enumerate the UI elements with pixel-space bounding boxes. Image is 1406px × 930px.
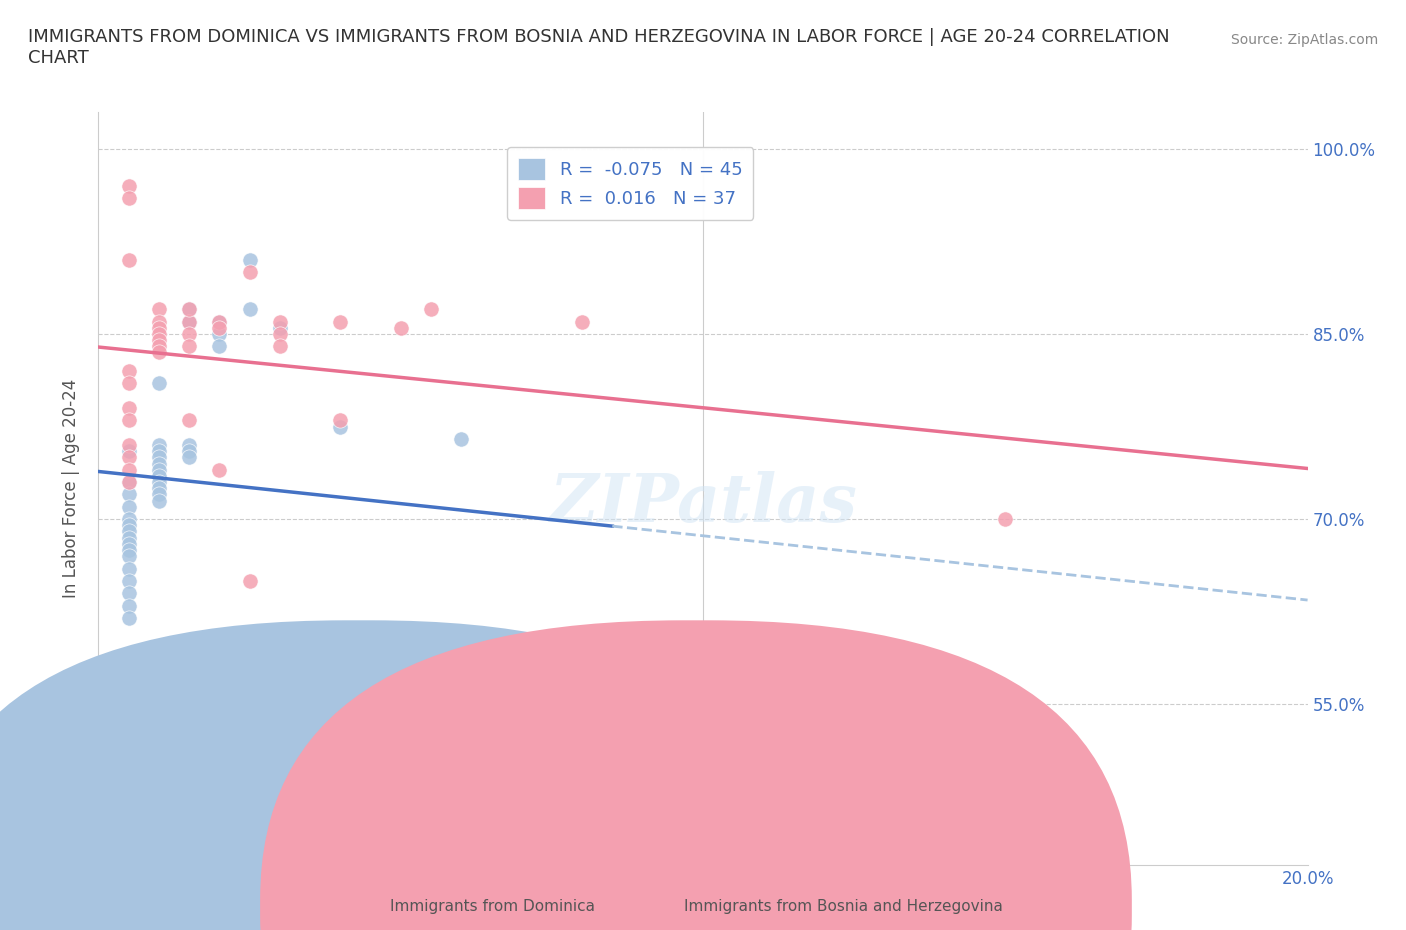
Point [239,265,262,280]
Point [179,326,201,341]
Point [208,462,231,477]
Point [148,333,170,348]
Point [179,444,201,458]
Point [118,610,141,625]
Point [148,314,170,329]
Point [118,376,141,391]
Point [118,549,141,564]
Point [118,401,141,416]
Point [118,474,141,489]
Point [118,542,141,557]
Y-axis label: In Labor Force | Age 20-24: In Labor Force | Age 20-24 [62,379,80,598]
Point [148,469,170,484]
Point [179,314,201,329]
Point [661,678,683,693]
Point [239,301,262,316]
Point [208,326,231,341]
Point [148,450,170,465]
Point [239,252,262,267]
Point [269,339,291,353]
Point [118,462,141,477]
Point [118,438,141,453]
Point [329,413,352,428]
Point [118,574,141,589]
Point [118,191,141,206]
Point [148,438,170,453]
Point [148,301,170,316]
Point [118,524,141,538]
Point [208,314,231,329]
Point [118,537,141,551]
Point [118,689,141,704]
Point [148,444,170,458]
Point [118,512,141,526]
Point [179,301,201,316]
Point [179,301,201,316]
Point [118,586,141,601]
Point [269,326,291,341]
Point [179,438,201,453]
Point [148,487,170,502]
Point [148,474,170,489]
Point [179,314,201,329]
Point [329,419,352,434]
Point [571,314,593,329]
Point [208,314,231,329]
Point [179,314,201,329]
Point [269,314,291,329]
Point [118,450,141,465]
Point [239,574,262,589]
Point [148,462,170,477]
Point [148,339,170,353]
Point [118,179,141,193]
Point [118,413,141,428]
Text: Source: ZipAtlas.com: Source: ZipAtlas.com [1230,33,1378,46]
Point [179,413,201,428]
Point [118,561,141,576]
Text: Immigrants from Dominica: Immigrants from Dominica [389,899,595,914]
Point [148,376,170,391]
Text: Immigrants from Bosnia and Herzegovina: Immigrants from Bosnia and Herzegovina [685,899,1002,914]
Point [118,499,141,514]
Point [118,474,141,489]
Text: ZIPatlas: ZIPatlas [550,471,856,536]
Point [148,345,170,360]
Point [208,339,231,353]
Point [450,432,472,446]
Point [994,512,1017,526]
Point [118,252,141,267]
Point [208,320,231,335]
Point [148,326,170,341]
Point [148,493,170,508]
Point [239,771,262,786]
Text: IMMIGRANTS FROM DOMINICA VS IMMIGRANTS FROM BOSNIA AND HERZEGOVINA IN LABOR FORC: IMMIGRANTS FROM DOMINICA VS IMMIGRANTS F… [28,28,1170,67]
Point [148,320,170,335]
Point [118,518,141,533]
Point [118,364,141,379]
Point [118,598,141,613]
Point [118,444,141,458]
Point [118,530,141,545]
Point [148,456,170,471]
Legend: R =  -0.075   N = 45, R =  0.016   N = 37: R = -0.075 N = 45, R = 0.016 N = 37 [508,147,754,219]
Point [179,450,201,465]
Point [148,481,170,496]
Point [269,320,291,335]
Point [329,314,352,329]
Point [420,301,443,316]
Point [602,672,624,687]
Point [118,487,141,502]
Point [389,320,412,335]
Point [179,339,201,353]
